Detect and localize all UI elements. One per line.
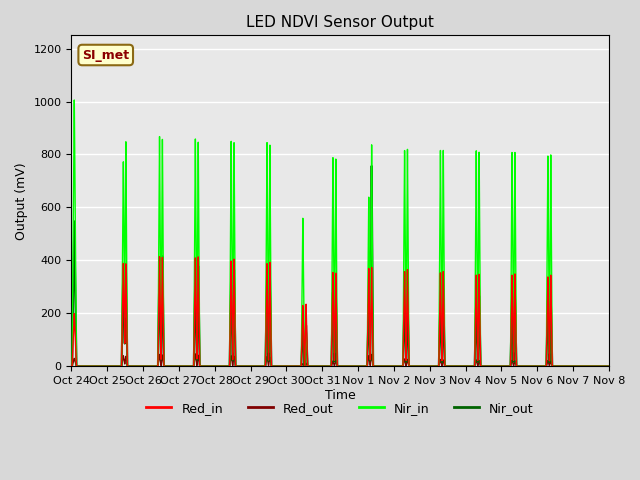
Nir_out bbox=[368, 163, 376, 169]
Red_out bbox=[202, 363, 209, 369]
Red_out bbox=[605, 363, 612, 369]
Red_out bbox=[392, 363, 400, 369]
Red_in bbox=[452, 363, 460, 369]
Nir_out bbox=[452, 363, 460, 369]
Nir_out bbox=[322, 363, 330, 369]
Nir_out bbox=[605, 363, 612, 369]
Nir_out bbox=[570, 363, 578, 369]
Line: Nir_in: Nir_in bbox=[72, 100, 609, 366]
Nir_out bbox=[68, 363, 76, 369]
Red_out bbox=[191, 351, 199, 357]
Red_in bbox=[413, 363, 420, 369]
Nir_in bbox=[605, 363, 612, 369]
Title: LED NDVI Sensor Output: LED NDVI Sensor Output bbox=[246, 15, 434, 30]
Line: Red_in: Red_in bbox=[72, 257, 609, 366]
Nir_in bbox=[322, 363, 330, 369]
Nir_out bbox=[413, 363, 420, 369]
Red_in bbox=[156, 254, 163, 260]
Nir_in bbox=[392, 363, 400, 369]
Red_out bbox=[570, 363, 578, 369]
Nir_out bbox=[392, 363, 400, 369]
Red_out bbox=[413, 363, 420, 369]
Line: Nir_out: Nir_out bbox=[72, 166, 609, 366]
Red_out bbox=[322, 363, 330, 369]
Red_in bbox=[605, 363, 612, 369]
Nir_in bbox=[70, 97, 78, 103]
Nir_in bbox=[68, 363, 76, 369]
Red_in bbox=[392, 363, 400, 369]
Legend: Red_in, Red_out, Nir_in, Nir_out: Red_in, Red_out, Nir_in, Nir_out bbox=[141, 396, 539, 420]
Red_in bbox=[68, 363, 76, 369]
Red_out bbox=[68, 363, 76, 369]
Text: SI_met: SI_met bbox=[82, 48, 129, 61]
Nir_in bbox=[570, 363, 578, 369]
Nir_out bbox=[202, 363, 209, 369]
Red_in bbox=[322, 363, 330, 369]
Red_in bbox=[570, 363, 578, 369]
Nir_in bbox=[413, 363, 420, 369]
Red_in bbox=[202, 363, 209, 369]
Red_out bbox=[452, 363, 460, 369]
Line: Red_out: Red_out bbox=[72, 354, 609, 366]
X-axis label: Time: Time bbox=[324, 389, 355, 402]
Nir_in bbox=[202, 363, 209, 369]
Y-axis label: Output (mV): Output (mV) bbox=[15, 162, 28, 240]
Nir_in bbox=[452, 363, 460, 369]
